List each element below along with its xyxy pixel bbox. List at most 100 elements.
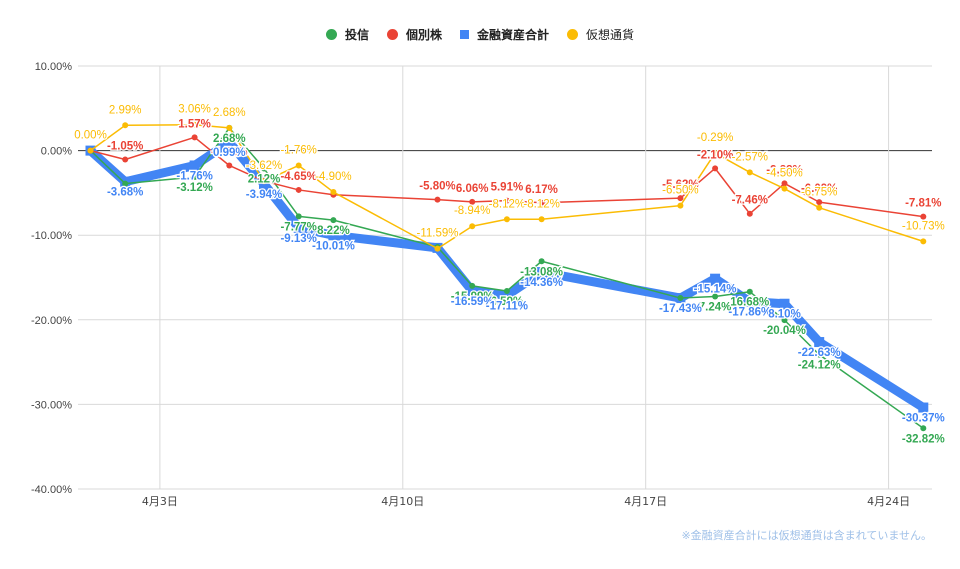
data-point: [677, 295, 684, 302]
data-point: [503, 287, 510, 294]
footnote: ※金融資産合計には仮想通貨は含まれていません。: [681, 529, 932, 542]
data-point: [434, 245, 441, 252]
data-point: [261, 178, 267, 185]
data-point: [328, 230, 339, 241]
data-label: 2.99%: [109, 104, 142, 116]
data-point: [503, 216, 510, 223]
data-label: -14.36%: [520, 277, 563, 289]
data-point: [189, 160, 200, 171]
data-label: -13.08%: [520, 266, 563, 278]
data-point: [330, 217, 337, 224]
y-tick-label: -30.00%: [31, 399, 72, 411]
data-label: -15.14%: [694, 284, 737, 296]
data-point: [469, 223, 476, 230]
data-label: 2.12%: [248, 174, 281, 186]
data-label: 6.59%: [491, 296, 524, 308]
data-label: -3.12%: [176, 182, 212, 194]
data-label: -7.81%: [905, 198, 941, 210]
data-label: -17.11%: [486, 300, 528, 312]
x-tick-label: 4月10日: [381, 495, 424, 508]
data-point: [122, 180, 129, 187]
data-label: 0.00%: [74, 130, 107, 142]
y-tick-label: 10.00%: [35, 61, 73, 73]
legend-item-total-assets[interactable]: 金融資産合計: [460, 26, 549, 43]
data-point: [677, 202, 684, 209]
data-label: -15.99%: [451, 291, 494, 303]
data-point: [87, 147, 94, 154]
data-point: [744, 296, 755, 307]
data-label: 6.17%: [525, 184, 558, 196]
data-point: [781, 185, 788, 192]
data-label: 7.24%: [699, 301, 732, 313]
data-label: -17.43%: [659, 303, 702, 315]
data-label: -24.12%: [798, 360, 841, 372]
x-tick-label: 4月3日: [142, 495, 178, 508]
data-label: -6.09%: [801, 183, 837, 195]
data-label: -0.29%: [697, 132, 733, 144]
red-dot-icon: [386, 29, 398, 40]
data-label: -32.82%: [902, 433, 945, 445]
data-label: 2.68%: [213, 107, 246, 119]
data-label: -7.46%: [732, 195, 768, 207]
legend-item-toushin[interactable]: 投信: [325, 26, 369, 43]
data-point: [536, 267, 547, 278]
data-label: 6.06%: [456, 183, 489, 195]
data-point: [814, 337, 825, 348]
data-label: -5.80%: [419, 181, 455, 193]
data-label: -1.76%: [176, 170, 212, 182]
data-point: [469, 282, 476, 289]
data-point: [261, 165, 267, 172]
data-label: -10.01%: [312, 240, 355, 252]
data-label: 1.57%: [178, 118, 211, 130]
data-point: [503, 197, 510, 204]
data-point: [816, 351, 823, 358]
blue-square-icon: [460, 30, 469, 39]
data-label: 16.68%: [730, 297, 769, 309]
chart-legend: 投信 個別株 金融資産合計 仮想通貨: [0, 26, 960, 43]
data-label: -5.62%: [662, 179, 698, 191]
data-point: [816, 199, 823, 206]
data-point: [816, 204, 823, 211]
data-point: [467, 285, 478, 296]
data-point: [918, 402, 929, 413]
data-label: -4.90%: [315, 171, 351, 183]
legend-item-kobetsukabu[interactable]: 個別株: [386, 26, 442, 43]
data-point: [226, 124, 233, 131]
data-label: 8.10%: [768, 309, 801, 321]
data-label: -3.62%: [246, 160, 282, 172]
legend-label: 仮想通貨: [586, 28, 635, 42]
data-label: -4.50%: [766, 168, 802, 180]
data-point: [295, 186, 302, 193]
data-label: -10.73%: [902, 220, 945, 232]
y-tick-label: 0.00%: [41, 146, 72, 158]
y-tick-label: -10.00%: [31, 230, 72, 242]
data-point: [122, 156, 129, 163]
data-label: -8.94%: [454, 205, 490, 217]
data-point: [122, 122, 129, 129]
data-point: [191, 134, 198, 141]
data-label: 8.22%: [317, 225, 350, 237]
data-point: [920, 238, 927, 245]
data-point: [226, 162, 233, 169]
data-label: 0.99%: [213, 147, 246, 159]
data-label: -9.13%: [280, 233, 316, 245]
data-point: [920, 425, 927, 432]
data-label: -3.88%: [766, 164, 802, 176]
data-point: [746, 169, 753, 176]
data-point: [538, 199, 545, 206]
legend-item-crypto[interactable]: 仮想通貨: [567, 26, 634, 43]
data-label: -1.76%: [280, 144, 316, 156]
data-label: -2.57%: [732, 151, 768, 163]
data-point: [779, 298, 790, 309]
legend-label: 投信: [344, 28, 369, 42]
data-label: -8.12%: [489, 198, 525, 210]
data-label: -17.86%: [728, 307, 771, 319]
y-tick-label: -20.00%: [31, 315, 72, 327]
x-tick-label: 4月17日: [624, 495, 667, 508]
data-label: -20.04%: [763, 325, 806, 337]
data-point: [538, 216, 545, 223]
data-label: -1.05%: [107, 140, 143, 152]
data-point: [781, 317, 788, 324]
data-label: -8.12%: [523, 198, 559, 210]
data-label: -6.50%: [662, 185, 698, 197]
